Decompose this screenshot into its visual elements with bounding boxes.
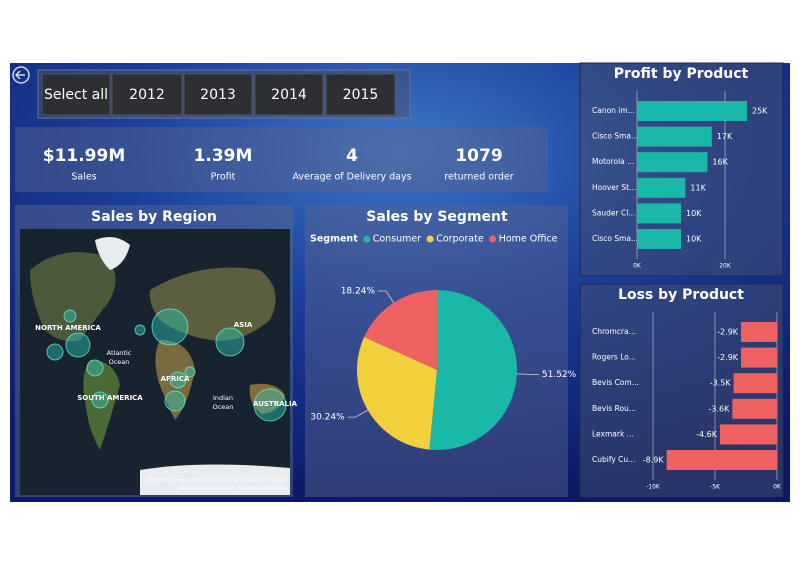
slicer-button[interactable] [325,73,396,116]
slicer-label[interactable]: Select all [44,87,108,103]
y-tick-label: Motorola ... [592,157,634,166]
map-label: NORTH AMERICA [35,324,101,332]
chart-title: Loss by Product [618,287,744,303]
y-tick-label: Cubify Cu... [592,455,635,464]
kpi-value: 1.39M [194,146,253,166]
chart-title: Sales by Segment [366,209,508,225]
data-label: 18.24% [341,287,376,297]
bar [637,152,708,173]
data-label: 51.52% [542,370,577,380]
kpi-label: returned order [444,172,513,183]
slicer-label[interactable]: 2014 [271,87,307,103]
x-tick-label: -5K [710,484,721,491]
data-label: 10K [686,235,702,244]
data-label: -2.9K [717,328,739,337]
slicer-button[interactable] [111,73,183,116]
leader-line [378,290,394,303]
x-tick-label: -10K [646,484,661,491]
bar [719,424,777,445]
data-label: 25K [752,107,768,116]
map-title: Sales by Region [91,209,217,225]
legend-label: Corporate [436,234,484,245]
pie-slice [357,337,437,450]
map-label: Ocean [109,358,130,366]
legend-swatch [489,235,497,243]
y-tick-label: Rogers Lo... [592,353,636,362]
map-label: ASIA [234,321,253,329]
bar [637,203,681,224]
map-label: Atlantic [107,349,132,357]
x-tick-label: 20K [719,263,732,270]
map-label: Indian [213,394,233,402]
kpi-value: $11.99M [43,146,126,166]
legend-label: Consumer [373,234,422,245]
back-button[interactable] [12,66,30,84]
data-label: -3.5K [710,379,732,388]
legend-swatch [363,235,371,243]
chart-title: Profit by Product [614,66,749,82]
x-tick-label: 0K [773,484,782,491]
data-label: -2.9K [717,353,739,362]
x-tick-label: 0K [633,263,642,270]
kpi-label: Average of Delivery days [292,172,411,183]
data-label: -8.9K [643,456,665,465]
kpi-value: 1079 [455,146,502,166]
leader-line [516,373,539,375]
map [20,229,290,495]
bar [637,177,686,198]
y-tick-label: Cisco Sma... [592,234,638,243]
map-label: AFRICA [161,375,190,383]
data-label: 10K [686,209,702,218]
map-credit: Microsoft Corporation, © OpenStreetMap [178,485,285,492]
map-label: Ocean [213,403,234,411]
kpi-value: 4 [346,146,358,166]
bar [732,398,777,419]
slicer-label[interactable]: 2013 [200,87,236,103]
map-label: SOUTH AMERICA [77,394,143,402]
y-tick-label: Lexmark ... [592,429,634,438]
kpi-panel [15,127,548,192]
data-label: -4.6K [696,430,718,439]
y-tick-label: Cisco Sma... [592,132,638,141]
slicer-button[interactable] [41,73,111,116]
bar [637,229,681,249]
bar [741,322,777,342]
bar [666,450,777,470]
bar [741,347,777,368]
y-tick-label: Chromcra... [592,327,636,336]
kpi-label: Profit [211,172,236,183]
kpi-label: Sales [71,172,96,183]
y-tick-label: Bevis Rou... [592,404,636,413]
pie-slice [429,290,518,451]
slicer-button[interactable] [183,73,253,116]
map-credit: Earthstar Geographics SIO, © 2022 TomTom… [147,477,285,484]
data-label: 16K [712,158,728,167]
bar [637,126,712,147]
legend-title: Segment [310,234,358,245]
slicer-button[interactable] [254,73,324,116]
bar [733,373,777,394]
y-tick-label: Hoover St... [592,183,636,192]
slicer-label[interactable]: 2012 [129,87,165,103]
pie-slice [364,290,437,370]
data-label: 11K [690,183,706,192]
y-tick-label: Sauder Cl... [592,208,635,217]
data-label: 30.24% [310,413,345,423]
map-label: AUSTRALIA [253,400,298,408]
legend-swatch [426,235,434,243]
bar [637,101,747,121]
y-tick-label: Canon im... [592,106,635,115]
slicer-label[interactable]: 2015 [343,87,379,103]
leader-line [347,409,368,418]
data-label: 17K [717,132,733,141]
data-label: -3.6K [709,404,731,413]
legend-label: Home Office [499,234,558,245]
y-tick-label: Bevis Com... [592,378,639,387]
